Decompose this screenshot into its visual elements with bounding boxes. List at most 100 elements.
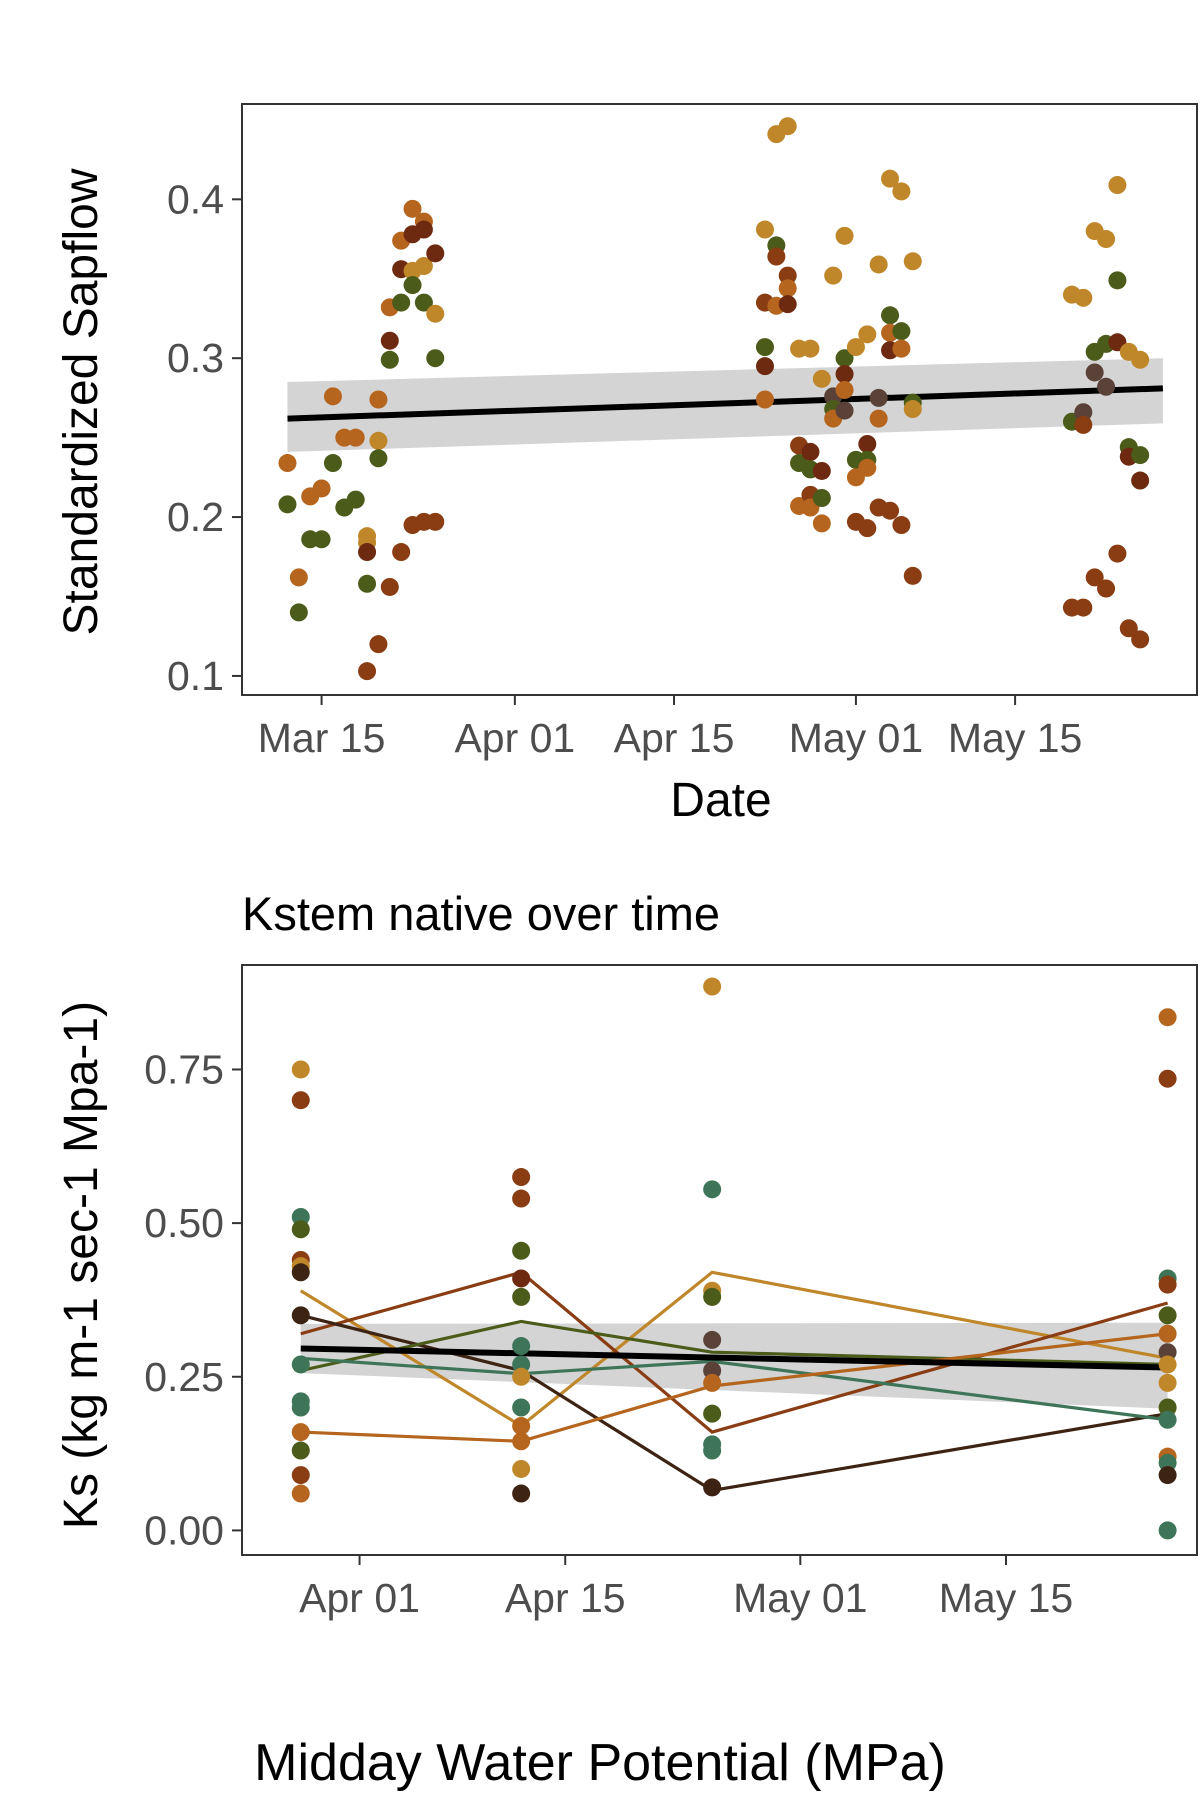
- sapflow-data-point: [858, 519, 877, 538]
- sapflow-data-point: [1131, 350, 1150, 369]
- sapflow-data-point: [892, 322, 911, 341]
- kstem-data-point: [1158, 1355, 1177, 1374]
- sapflow-data-point: [1119, 619, 1138, 638]
- sapflow-data-point: [1131, 471, 1150, 490]
- kstem-trend-layer: [300, 1345, 1168, 1371]
- sapflow-data-point: [426, 349, 445, 368]
- kstem-data-point: [1158, 1373, 1177, 1392]
- sapflow-data-point: [812, 461, 831, 480]
- sapflow-data-point: [1085, 568, 1104, 587]
- sapflow-data-point: [414, 220, 433, 239]
- kstem-data-point: [291, 1484, 310, 1503]
- kstem-data-point: [512, 1367, 531, 1386]
- sapflow-data-point: [812, 369, 831, 388]
- sapflow-x-tick-label: May 15: [948, 715, 1082, 761]
- sapflow-data-point: [312, 530, 331, 549]
- kstem-data-point: [512, 1189, 531, 1208]
- kstem-data-point: [512, 1168, 531, 1187]
- sapflow-data-point: [358, 574, 377, 593]
- kstem-plot-frame: [241, 964, 1198, 1556]
- sapflow-data-point: [289, 603, 308, 622]
- sapflow-data-point: [835, 349, 854, 368]
- kstem-data-point: [512, 1416, 531, 1435]
- kstem-data-point: [703, 1373, 722, 1392]
- sapflow-data-point: [358, 662, 377, 681]
- kstem-x-tick-label: Apr 01: [299, 1575, 420, 1621]
- sapflow-data-point: [426, 512, 445, 531]
- sapflow-data-point: [903, 566, 922, 585]
- sapflow-data-point: [824, 266, 843, 285]
- kstem-data-point: [703, 1441, 722, 1460]
- sapflow-data-point: [1074, 415, 1093, 434]
- sapflow-points-layer: [278, 117, 1150, 681]
- sapflow-plot-frame: [241, 103, 1198, 696]
- sapflow-data-point: [835, 401, 854, 420]
- sapflow-y-tick-label: 0.1: [167, 653, 224, 699]
- kstem-points-layer: [291, 977, 1177, 1540]
- kstem-data-point: [512, 1269, 531, 1288]
- kstem-data-point: [703, 1330, 722, 1349]
- sapflow-chart: Mar 15 Apr 01 Apr 15 May 01 May 15 0.1 0.2 0.3…: [55, 103, 1198, 827]
- kstem-data-point: [1158, 1410, 1177, 1429]
- sapflow-data-point: [1108, 544, 1127, 563]
- kstem-data-point: [512, 1287, 531, 1306]
- kstem-data-point: [512, 1484, 531, 1503]
- sapflow-data-point: [755, 338, 774, 357]
- kstem-data-point: [512, 1432, 531, 1451]
- sapflow-data-point: [835, 380, 854, 399]
- sapflow-data-point: [1097, 579, 1116, 598]
- sapflow-data-point: [358, 543, 377, 562]
- sapflow-data-point: [835, 226, 854, 245]
- kstem-data-point: [512, 1241, 531, 1260]
- sapflow-data-point: [1108, 271, 1127, 290]
- kstem-data-point: [291, 1423, 310, 1442]
- sapflow-data-point: [392, 543, 411, 562]
- sapflow-y-tick-label: 0.3: [167, 335, 224, 381]
- sapflow-data-point: [778, 266, 797, 285]
- sapflow-data-point: [801, 442, 820, 461]
- sapflow-data-point: [846, 338, 865, 357]
- sapflow-data-point: [835, 365, 854, 384]
- sapflow-data-point: [392, 293, 411, 312]
- sapflow-data-point: [312, 479, 331, 498]
- sapflow-data-point: [323, 387, 342, 406]
- kstem-y-tick-label: 0.75: [144, 1046, 224, 1092]
- sapflow-data-point: [278, 454, 297, 473]
- sapflow-data-point: [289, 568, 308, 587]
- kstem-y-tick-label: 0.50: [144, 1200, 224, 1246]
- sapflow-data-point: [414, 293, 433, 312]
- kstem-data-point: [291, 1060, 310, 1079]
- sapflow-data-point: [858, 434, 877, 453]
- sapflow-x-ticks: Mar 15 Apr 01 Apr 15 May 01 May 15: [258, 695, 1082, 761]
- kstem-chart-title: Kstem native over time: [242, 887, 720, 940]
- sapflow-y-ticks: 0.1 0.2 0.3 0.4: [167, 176, 242, 699]
- kstem-data-point: [1158, 1324, 1177, 1343]
- kstem-x-tick-label: Apr 15: [505, 1575, 626, 1621]
- sapflow-data-point: [881, 306, 900, 325]
- kstem-y-ticks: 0.00 0.25 0.50 0.75: [144, 1046, 242, 1553]
- sapflow-data-point: [403, 199, 422, 218]
- sapflow-data-point: [1131, 630, 1150, 649]
- sapflow-data-point: [812, 514, 831, 533]
- sapflow-x-axis-title: Date: [670, 774, 771, 827]
- kstem-data-point: [291, 1306, 310, 1325]
- kstem-trend-line: [300, 1345, 1168, 1371]
- sapflow-data-point: [323, 454, 342, 473]
- kstem-data-point: [291, 1398, 310, 1417]
- kstem-data-point: [1158, 1275, 1177, 1294]
- sapflow-data-point: [1097, 377, 1116, 396]
- sapflow-x-tick-label: Mar 15: [258, 715, 386, 761]
- sapflow-data-point: [346, 428, 365, 447]
- sapflow-data-point: [755, 357, 774, 376]
- sapflow-data-point: [755, 390, 774, 409]
- kstem-x-tick-label: May 15: [939, 1575, 1073, 1621]
- sapflow-data-point: [403, 276, 422, 295]
- sapflow-data-point: [892, 516, 911, 535]
- sapflow-data-point: [1131, 446, 1150, 465]
- kstem-group-line-1: [299, 1270, 1168, 1428]
- kstem-data-point: [512, 1459, 531, 1478]
- sapflow-data-point: [1097, 230, 1116, 249]
- sapflow-data-point: [278, 495, 297, 514]
- kstem-data-point: [291, 1220, 310, 1239]
